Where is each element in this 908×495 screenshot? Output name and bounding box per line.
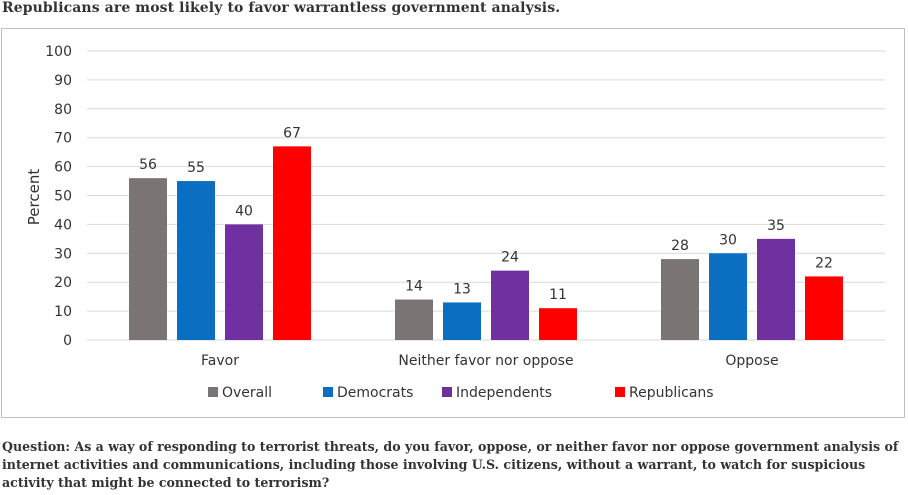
question-text: Question: As a way of responding to terr… — [2, 439, 899, 490]
data-labels: 56 55 40 67 14 13 24 11 28 30 35 22 — [139, 125, 833, 303]
category-label: Oppose — [725, 353, 778, 369]
legend-label-democrats: Democrats — [337, 385, 413, 401]
legend-swatch-independents — [442, 387, 452, 397]
data-label: 30 — [719, 232, 737, 248]
data-label: 11 — [549, 287, 567, 303]
chart-frame: 0 10 20 30 40 50 60 70 80 90 100 56 55 40 67 14 13 24 11 2… — [1, 28, 905, 418]
category-label: Neither favor nor oppose — [398, 353, 573, 369]
y-tick-label: 20 — [54, 275, 72, 291]
y-tick-label: 100 — [45, 44, 72, 60]
bars — [129, 146, 843, 340]
data-label: 14 — [405, 279, 423, 295]
legend-swatch-overall — [208, 387, 218, 397]
data-label: 24 — [501, 250, 519, 266]
bar-overall-neither-favor-nor-oppose — [395, 299, 433, 340]
legend-swatch-republicans — [615, 387, 625, 397]
y-tick-label: 70 — [54, 131, 72, 147]
y-tick-label: 40 — [54, 217, 72, 233]
category-label: Favor — [201, 353, 239, 369]
bar-republicans-neither-favor-nor-oppose — [539, 308, 577, 340]
legend-label-independents: Independents — [456, 385, 552, 401]
data-label: 40 — [235, 203, 253, 219]
bar-chart: 0 10 20 30 40 50 60 70 80 90 100 56 55 40 67 14 13 24 11 2… — [25, 44, 885, 401]
legend-label-overall: Overall — [222, 385, 272, 401]
bar-republicans-favor — [273, 146, 311, 340]
bar-democrats-neither-favor-nor-oppose — [443, 302, 481, 340]
bar-democrats-favor — [177, 181, 215, 340]
bar-overall-oppose — [661, 259, 699, 340]
y-tick-label: 50 — [54, 189, 72, 205]
y-axis-label: Percent — [25, 169, 43, 226]
y-tick-label: 30 — [54, 246, 72, 262]
y-tick-label: 0 — [63, 333, 72, 349]
y-tick-label: 60 — [54, 160, 72, 176]
data-label: 35 — [767, 218, 785, 234]
y-axis-tick-labels: 0 10 20 30 40 50 60 70 80 90 100 — [45, 44, 72, 349]
data-label: 28 — [671, 238, 689, 254]
legend: Overall Democrats Independents Republicans — [208, 385, 714, 401]
bar-independents-favor — [225, 224, 263, 340]
data-label: 67 — [283, 125, 301, 141]
y-tick-label: 10 — [54, 304, 72, 320]
category-labels: Favor Neither favor nor oppose Oppose — [201, 353, 779, 369]
data-label: 22 — [815, 255, 833, 271]
bar-overall-favor — [129, 178, 167, 340]
bar-independents-neither-favor-nor-oppose — [491, 270, 529, 340]
legend-swatch-democrats — [323, 387, 333, 397]
data-label: 55 — [187, 160, 205, 176]
bar-republicans-oppose — [805, 276, 843, 340]
bar-democrats-oppose — [709, 253, 747, 340]
chart-headline: Republicans are most likely to favor war… — [2, 0, 561, 16]
gridlines — [87, 50, 885, 341]
y-tick-label: 80 — [54, 102, 72, 118]
legend-label-republicans: Republicans — [629, 385, 714, 401]
bar-independents-oppose — [757, 238, 795, 340]
data-label: 56 — [139, 157, 157, 173]
y-tick-label: 90 — [54, 73, 72, 89]
data-label: 13 — [453, 281, 471, 297]
